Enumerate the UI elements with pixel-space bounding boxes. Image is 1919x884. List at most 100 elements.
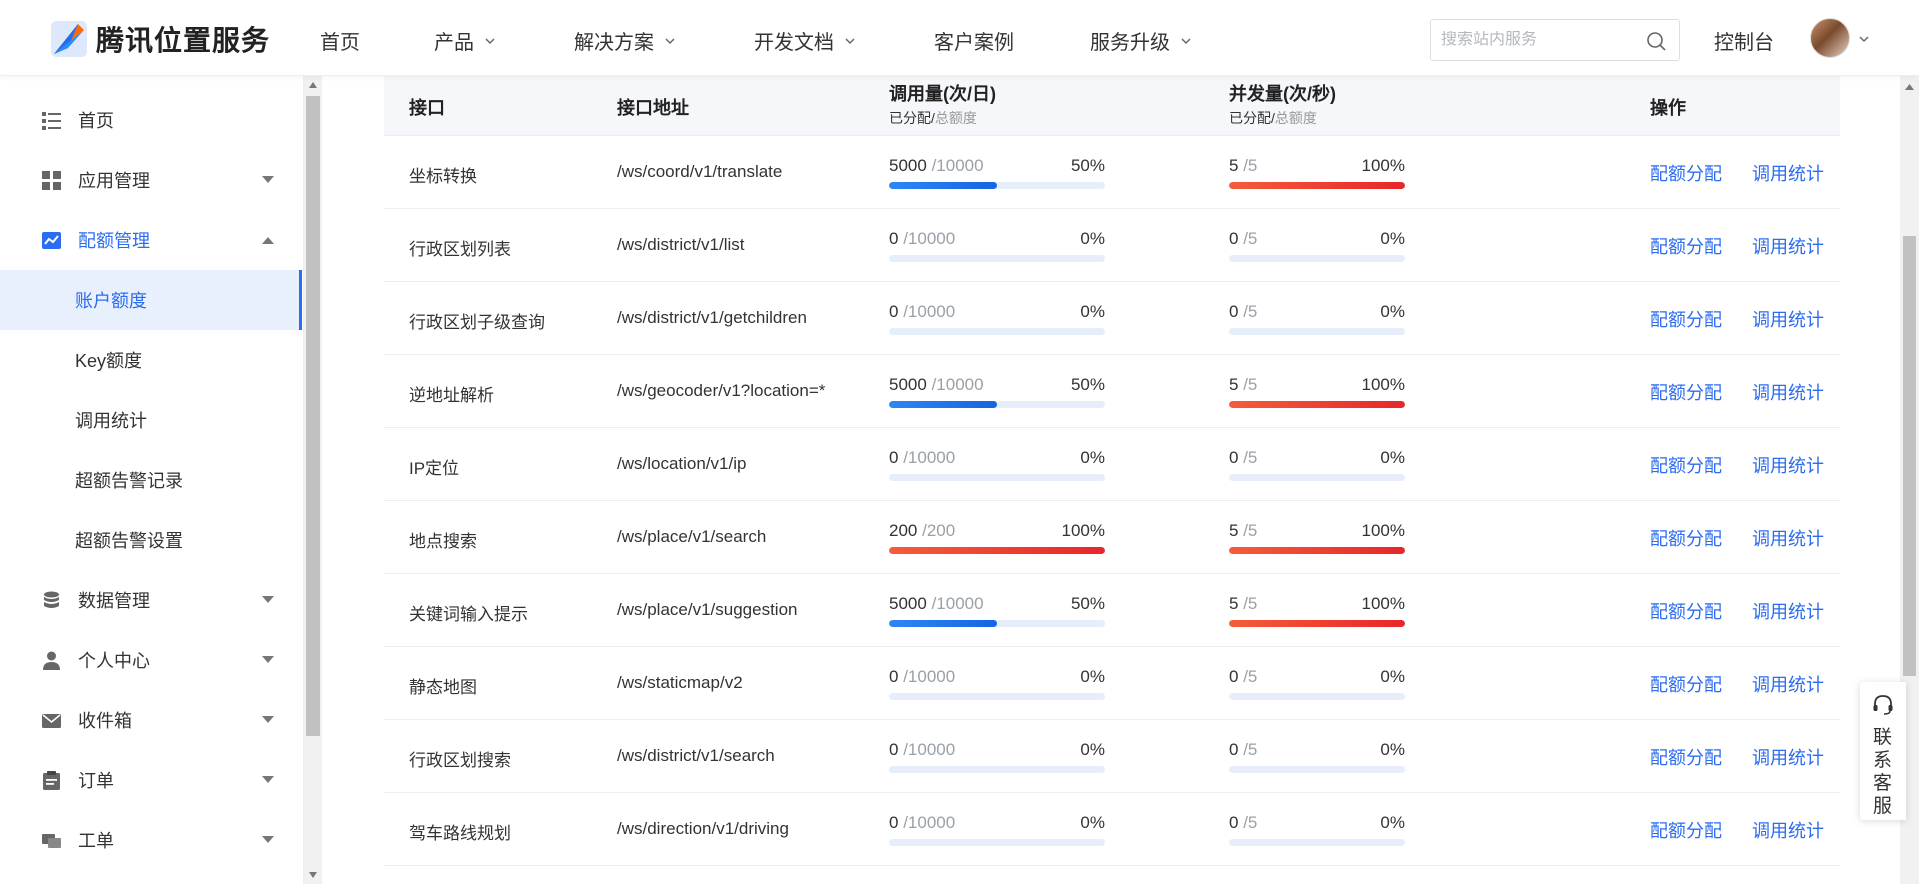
- calls-quota-meter: 0 /10000 0%: [889, 448, 1105, 481]
- sidebar-subitem-alert-records[interactable]: 超额告警记录: [0, 450, 302, 510]
- sidebar-subitem-call-stats[interactable]: 调用统计: [0, 390, 302, 450]
- sidebar-item-data[interactable]: 数据管理: [0, 570, 302, 630]
- sidebar-subitem-alert-settings[interactable]: 超额告警设置: [0, 510, 302, 570]
- scroll-down-arrow-icon[interactable]: [309, 872, 317, 878]
- calls-percent: 0%: [1080, 302, 1105, 321]
- conc-percent: 100%: [1361, 521, 1405, 540]
- sidebar-item-profile[interactable]: 个人中心: [0, 630, 302, 690]
- calls-total: /200: [922, 521, 956, 540]
- allocate-quota-link[interactable]: 配额分配: [1650, 237, 1722, 257]
- calls-percent: 50%: [1070, 375, 1105, 394]
- sidebar-item-apps[interactable]: 应用管理: [0, 150, 302, 210]
- caret-down-icon: [262, 656, 274, 663]
- call-stats-link[interactable]: 调用统计: [1752, 164, 1824, 184]
- allocate-quota-link[interactable]: 配额分配: [1650, 310, 1722, 330]
- console-link[interactable]: 控制台: [1714, 32, 1774, 54]
- allocate-quota-link[interactable]: 配额分配: [1650, 164, 1722, 184]
- call-stats-link[interactable]: 调用统计: [1752, 675, 1824, 695]
- concurrency-quota-meter: 5 /5 100%: [1229, 156, 1405, 189]
- concurrency-quota-meter: 5 /5 100%: [1229, 521, 1405, 554]
- table-row: 行政区划子级查询/ws/district/v1/getchildren 0 /10…: [384, 282, 1840, 355]
- site-search: [1430, 19, 1680, 61]
- calls-progress-track: [889, 620, 1105, 627]
- calls-progress-track: [889, 255, 1105, 262]
- allocate-quota-link[interactable]: 配额分配: [1650, 675, 1722, 695]
- call-stats-link[interactable]: 调用统计: [1752, 237, 1824, 257]
- logo[interactable]: 腾讯位置服务: [48, 17, 270, 61]
- calls-total: /10000: [931, 375, 984, 394]
- conc-total: /5: [1243, 229, 1258, 248]
- table-row: 驾车路线规划/ws/direction/v1/driving 0 /10000 0%…: [384, 793, 1840, 866]
- avatar[interactable]: [1810, 18, 1850, 58]
- mail-icon: [42, 714, 61, 728]
- call-stats-link[interactable]: 调用统计: [1752, 383, 1824, 403]
- sidebar-subitem-key-quota[interactable]: Key额度: [0, 330, 302, 390]
- call-stats-link[interactable]: 调用统计: [1752, 602, 1824, 622]
- call-stats-link[interactable]: 调用统计: [1752, 529, 1824, 549]
- nav-item-cases[interactable]: 客户案例: [934, 26, 1014, 55]
- list-icon: [42, 112, 61, 130]
- contact-service-widget[interactable]: 联系客服: [1860, 682, 1906, 820]
- api-path: /ws/staticmap/v2: [617, 673, 743, 692]
- api-name: 行政区划列表: [409, 240, 511, 259]
- sidebar-item-label: 应用管理: [78, 171, 150, 191]
- sidebar-item-label: 工单: [78, 831, 114, 851]
- sidebar-scroll-thumb[interactable]: [306, 96, 320, 736]
- conc-progress-fill: [1229, 182, 1405, 189]
- sidebar: 首页 应用管理 配额管理 账户额度 Key额度 调用统计 超额告警记录 超额告警…: [0, 76, 304, 884]
- chevron-down-icon[interactable]: [1858, 33, 1870, 45]
- search-icon[interactable]: [1645, 30, 1667, 52]
- sidebar-item-orders[interactable]: 订单: [0, 750, 302, 810]
- conc-total: /5: [1243, 302, 1258, 321]
- allocate-quota-link[interactable]: 配额分配: [1650, 529, 1722, 549]
- conc-total: /5: [1243, 375, 1258, 394]
- allocate-quota-link[interactable]: 配额分配: [1650, 821, 1722, 841]
- call-stats-link[interactable]: 调用统计: [1752, 748, 1824, 768]
- conc-progress-track: [1229, 620, 1405, 627]
- allocate-quota-link[interactable]: 配额分配: [1650, 602, 1722, 622]
- nav-label: 首页: [320, 32, 360, 54]
- nav-item-upgrade[interactable]: 服务升级: [1090, 26, 1192, 55]
- concurrency-quota-meter: 0 /5 0%: [1229, 229, 1405, 262]
- conc-percent: 0%: [1380, 740, 1405, 759]
- allocate-quota-link[interactable]: 配额分配: [1650, 383, 1722, 403]
- caret-down-icon: [262, 596, 274, 603]
- nav-item-home[interactable]: 首页: [320, 26, 360, 55]
- main-scroll-thumb[interactable]: [1903, 236, 1916, 676]
- scroll-up-arrow-icon[interactable]: [309, 82, 317, 88]
- calls-values: 0 /10000: [889, 813, 955, 833]
- allocate-quota-link[interactable]: 配额分配: [1650, 748, 1722, 768]
- call-stats-link[interactable]: 调用统计: [1752, 821, 1824, 841]
- scroll-up-arrow-icon[interactable]: [1905, 84, 1914, 90]
- api-path: /ws/district/v1/getchildren: [617, 308, 807, 327]
- conc-values: 0 /5: [1229, 740, 1257, 760]
- calls-used: 5000: [889, 156, 927, 175]
- search-input[interactable]: [1441, 31, 1641, 49]
- concurrency-quota-meter: 5 /5 100%: [1229, 375, 1405, 408]
- chevron-down-icon: [665, 37, 675, 44]
- col-header-path: 接口地址: [617, 98, 689, 118]
- headset-icon: [1873, 695, 1893, 715]
- sidebar-item-inbox[interactable]: 收件箱: [0, 690, 302, 750]
- sidebar-scrollbar[interactable]: [304, 76, 322, 884]
- calls-total: /10000: [931, 594, 984, 613]
- col-header-actions: 操作: [1650, 98, 1686, 118]
- conc-progress-fill: [1229, 620, 1405, 627]
- call-stats-link[interactable]: 调用统计: [1752, 456, 1824, 476]
- sidebar-subitem-label: 超额告警设置: [75, 531, 183, 551]
- nav-item-solutions[interactable]: 解决方案: [574, 26, 676, 55]
- conc-values: 0 /5: [1229, 813, 1257, 833]
- conc-percent: 0%: [1380, 448, 1405, 467]
- call-stats-link[interactable]: 调用统计: [1752, 310, 1824, 330]
- sidebar-subitem-account-quota[interactable]: 账户额度: [0, 270, 302, 330]
- api-path: /ws/district/v1/search: [617, 746, 775, 765]
- sidebar-item-home[interactable]: 首页: [0, 90, 302, 150]
- sidebar-item-quota[interactable]: 配额管理: [0, 210, 302, 270]
- nav-item-products[interactable]: 产品: [434, 26, 496, 55]
- conc-total: /5: [1243, 521, 1258, 540]
- nav-item-docs[interactable]: 开发文档: [754, 26, 856, 55]
- conc-progress-track: [1229, 693, 1405, 700]
- sidebar-item-tickets[interactable]: 工单: [0, 810, 302, 870]
- table-header: 接口 接口地址 调用量(次/日) 已分配/总额度 并发量(次/秒) 已分配/总额…: [384, 76, 1840, 136]
- allocate-quota-link[interactable]: 配额分配: [1650, 456, 1722, 476]
